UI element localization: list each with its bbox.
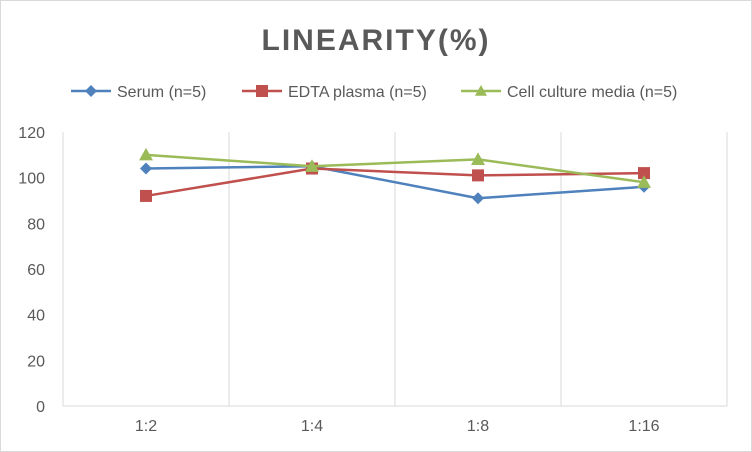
grid — [62, 132, 728, 407]
legend-marker — [85, 85, 97, 97]
series-line — [145, 165, 645, 200]
x-tick-label: 1:2 — [135, 418, 157, 435]
data-point — [140, 189, 152, 202]
data-point — [140, 162, 152, 175]
legend: Serum (n=5) EDTA plasma (n=5) Cell culture… — [71, 84, 677, 101]
legend-label: Serum (n=5) — [117, 84, 206, 101]
x-tick-label: 1:4 — [301, 418, 323, 435]
data-point — [638, 167, 650, 180]
legend-marker — [475, 85, 487, 96]
legend-item: Cell culture media (n=5) — [461, 84, 677, 101]
legend-item: Serum (n=5) — [71, 84, 206, 101]
y-tick-label: 120 — [18, 125, 45, 142]
data-point — [305, 159, 319, 172]
chart-title: LINEARITY(%) — [262, 24, 491, 57]
y-tick-label: 0 — [36, 399, 45, 416]
series-group — [139, 147, 651, 205]
series-line — [145, 153, 645, 184]
data-point — [472, 169, 484, 182]
y-tick-label: 40 — [27, 308, 45, 325]
y-tick-label: 80 — [27, 216, 45, 233]
y-tick-label: 60 — [27, 262, 45, 279]
legend-label: EDTA plasma (n=5) — [288, 84, 427, 101]
legend-item: EDTA plasma (n=5) — [242, 84, 427, 101]
data-point — [139, 147, 153, 161]
data-point — [472, 192, 484, 205]
x-tick-label: 1:16 — [628, 418, 659, 435]
x-axis-ticks: 1:2 1:4 1:8 1:16 — [135, 418, 660, 435]
x-tick-label: 1:8 — [467, 418, 489, 435]
data-point — [637, 175, 651, 188]
y-tick-label: 20 — [27, 353, 45, 370]
legend-marker — [256, 85, 268, 97]
series-line — [145, 167, 645, 198]
y-axis-ticks: 0 20 40 60 80 100 120 — [18, 125, 45, 416]
data-point — [471, 152, 485, 165]
legend-label: Cell culture media (n=5) — [507, 84, 677, 101]
y-tick-label: 100 — [18, 171, 45, 188]
series-3 — [139, 147, 651, 188]
